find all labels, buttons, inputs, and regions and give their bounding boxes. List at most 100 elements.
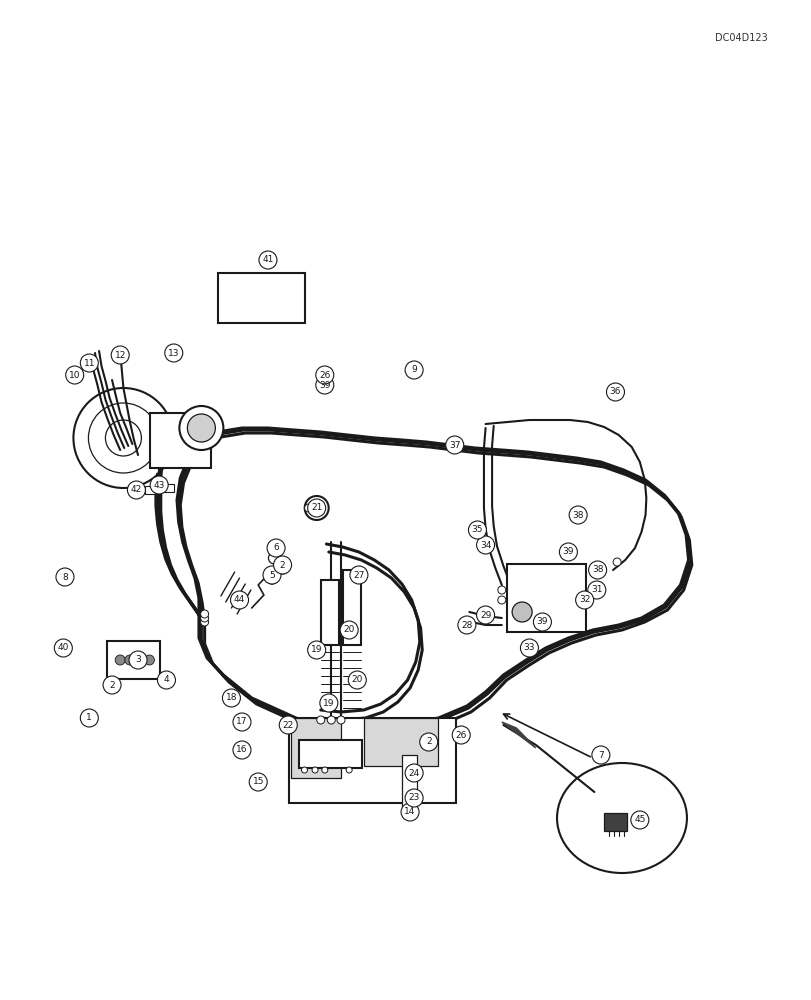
Circle shape	[315, 376, 333, 394]
Circle shape	[405, 764, 423, 782]
Circle shape	[304, 504, 312, 512]
Circle shape	[125, 655, 135, 665]
Text: 11: 11	[84, 359, 95, 367]
Text: 35: 35	[471, 526, 483, 534]
Text: 32: 32	[578, 595, 590, 604]
Circle shape	[307, 641, 325, 659]
Circle shape	[263, 566, 281, 584]
Circle shape	[419, 733, 437, 751]
Text: 5: 5	[268, 570, 275, 579]
Circle shape	[587, 581, 605, 599]
Text: 39: 39	[319, 380, 330, 389]
FancyBboxPatch shape	[298, 740, 362, 768]
Circle shape	[476, 536, 494, 554]
Circle shape	[575, 591, 593, 609]
Text: 38: 38	[572, 510, 583, 520]
Text: 2: 2	[280, 560, 285, 569]
Circle shape	[150, 476, 168, 494]
Circle shape	[327, 716, 335, 724]
Text: 39: 39	[536, 617, 547, 626]
Circle shape	[259, 251, 277, 269]
Circle shape	[612, 558, 620, 566]
Text: 19: 19	[311, 646, 322, 654]
Circle shape	[304, 496, 328, 520]
Circle shape	[200, 618, 208, 626]
Circle shape	[66, 366, 84, 384]
Polygon shape	[501, 722, 535, 748]
Circle shape	[249, 773, 267, 791]
FancyBboxPatch shape	[290, 718, 341, 778]
Text: 29: 29	[479, 610, 491, 619]
Text: 14: 14	[404, 808, 415, 816]
FancyBboxPatch shape	[289, 718, 455, 803]
Circle shape	[80, 354, 98, 372]
Text: 2: 2	[426, 738, 431, 746]
Text: 13: 13	[168, 349, 179, 358]
Circle shape	[606, 383, 624, 401]
Circle shape	[230, 591, 248, 609]
Circle shape	[200, 610, 208, 618]
Circle shape	[337, 716, 345, 724]
Text: 8: 8	[62, 572, 68, 581]
Circle shape	[348, 671, 366, 689]
Text: 26: 26	[455, 730, 466, 740]
Circle shape	[630, 811, 648, 829]
Text: 27: 27	[353, 570, 364, 579]
Text: 10: 10	[69, 370, 80, 379]
Circle shape	[279, 716, 297, 734]
FancyBboxPatch shape	[363, 718, 438, 766]
Circle shape	[520, 639, 538, 657]
Text: 12: 12	[114, 351, 126, 360]
Text: 22: 22	[282, 720, 294, 730]
Text: 41: 41	[262, 255, 273, 264]
Circle shape	[321, 767, 328, 773]
Circle shape	[468, 521, 486, 539]
Circle shape	[268, 552, 280, 564]
Text: 20: 20	[351, 676, 363, 685]
Circle shape	[157, 671, 175, 689]
Text: 36: 36	[609, 387, 620, 396]
Circle shape	[135, 655, 144, 665]
Circle shape	[591, 746, 609, 764]
Text: 7: 7	[597, 750, 603, 760]
Circle shape	[127, 481, 145, 499]
Circle shape	[405, 789, 423, 807]
Text: 6: 6	[272, 544, 279, 552]
FancyBboxPatch shape	[320, 580, 338, 645]
Text: 37: 37	[448, 441, 460, 450]
Text: 43: 43	[153, 481, 165, 489]
FancyBboxPatch shape	[145, 486, 155, 494]
Circle shape	[165, 344, 182, 362]
Circle shape	[559, 543, 577, 561]
FancyBboxPatch shape	[107, 641, 160, 679]
Circle shape	[476, 606, 494, 624]
FancyBboxPatch shape	[603, 813, 626, 831]
FancyBboxPatch shape	[164, 484, 174, 492]
Circle shape	[115, 655, 125, 665]
FancyBboxPatch shape	[150, 412, 211, 468]
Circle shape	[267, 539, 285, 557]
Circle shape	[129, 651, 147, 669]
FancyBboxPatch shape	[342, 570, 360, 645]
Text: 38: 38	[591, 565, 603, 574]
Circle shape	[277, 562, 288, 574]
Text: 15: 15	[252, 778, 264, 786]
Circle shape	[222, 689, 240, 707]
Circle shape	[340, 621, 358, 639]
Text: 26: 26	[319, 370, 330, 379]
Text: 1: 1	[86, 714, 92, 722]
Circle shape	[233, 713, 251, 731]
Circle shape	[80, 709, 98, 727]
Text: 34: 34	[479, 540, 491, 550]
Circle shape	[187, 414, 215, 442]
Text: 44: 44	[234, 595, 245, 604]
Circle shape	[200, 614, 208, 622]
Text: 17: 17	[236, 718, 247, 726]
Text: 45: 45	[633, 815, 645, 824]
Circle shape	[569, 506, 586, 524]
Circle shape	[457, 616, 475, 634]
Text: 40: 40	[58, 644, 69, 652]
Text: 28: 28	[461, 620, 472, 630]
FancyBboxPatch shape	[401, 755, 416, 810]
Circle shape	[179, 406, 223, 450]
